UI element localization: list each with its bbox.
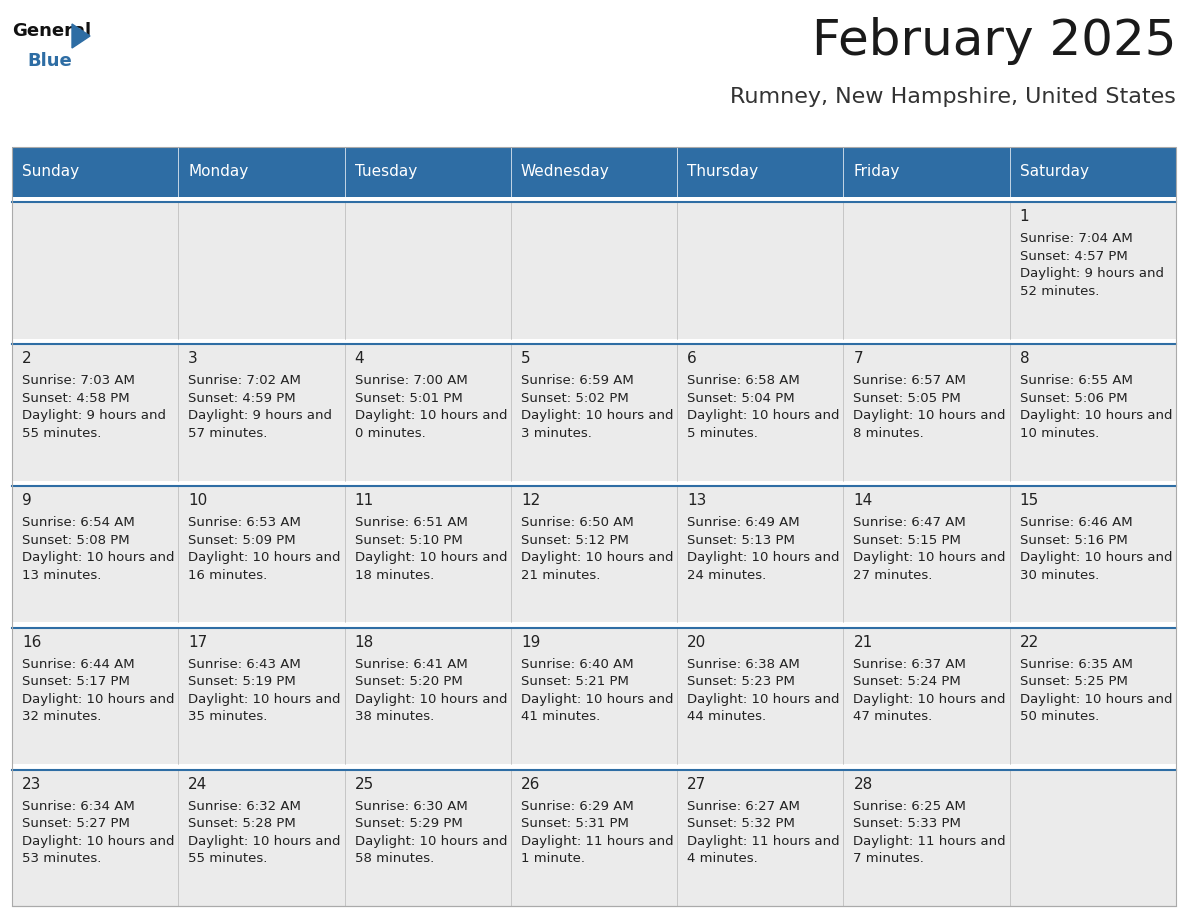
Text: Sunrise: 7:04 AM
Sunset: 4:57 PM
Daylight: 9 hours and
52 minutes.: Sunrise: 7:04 AM Sunset: 4:57 PM Dayligh… — [1019, 232, 1164, 298]
Text: Sunrise: 6:58 AM
Sunset: 5:04 PM
Daylight: 10 hours and
5 minutes.: Sunrise: 6:58 AM Sunset: 5:04 PM Dayligh… — [687, 375, 840, 440]
Text: Sunrise: 6:53 AM
Sunset: 5:09 PM
Daylight: 10 hours and
16 minutes.: Sunrise: 6:53 AM Sunset: 5:09 PM Dayligh… — [188, 516, 341, 582]
Bar — [12, 628, 1176, 764]
Text: Sunrise: 6:59 AM
Sunset: 5:02 PM
Daylight: 10 hours and
3 minutes.: Sunrise: 6:59 AM Sunset: 5:02 PM Dayligh… — [520, 375, 674, 440]
Text: 1: 1 — [1019, 209, 1029, 225]
Text: 24: 24 — [188, 777, 208, 791]
Text: Sunrise: 6:30 AM
Sunset: 5:29 PM
Daylight: 10 hours and
58 minutes.: Sunrise: 6:30 AM Sunset: 5:29 PM Dayligh… — [354, 800, 507, 865]
Bar — [12, 769, 1176, 906]
Text: 5: 5 — [520, 352, 531, 366]
Text: Sunrise: 7:03 AM
Sunset: 4:58 PM
Daylight: 9 hours and
55 minutes.: Sunrise: 7:03 AM Sunset: 4:58 PM Dayligh… — [23, 375, 166, 440]
Text: Sunrise: 6:51 AM
Sunset: 5:10 PM
Daylight: 10 hours and
18 minutes.: Sunrise: 6:51 AM Sunset: 5:10 PM Dayligh… — [354, 516, 507, 582]
Text: 27: 27 — [687, 777, 707, 791]
Bar — [12, 344, 1176, 481]
Text: 20: 20 — [687, 635, 707, 650]
Text: Sunrise: 6:54 AM
Sunset: 5:08 PM
Daylight: 10 hours and
13 minutes.: Sunrise: 6:54 AM Sunset: 5:08 PM Dayligh… — [23, 516, 175, 582]
Text: Sunrise: 6:38 AM
Sunset: 5:23 PM
Daylight: 10 hours and
44 minutes.: Sunrise: 6:38 AM Sunset: 5:23 PM Dayligh… — [687, 658, 840, 723]
Text: 4: 4 — [354, 352, 365, 366]
Text: Sunrise: 6:50 AM
Sunset: 5:12 PM
Daylight: 10 hours and
21 minutes.: Sunrise: 6:50 AM Sunset: 5:12 PM Dayligh… — [520, 516, 674, 582]
Text: Sunrise: 7:02 AM
Sunset: 4:59 PM
Daylight: 9 hours and
57 minutes.: Sunrise: 7:02 AM Sunset: 4:59 PM Dayligh… — [188, 375, 333, 440]
Text: Sunrise: 6:25 AM
Sunset: 5:33 PM
Daylight: 11 hours and
7 minutes.: Sunrise: 6:25 AM Sunset: 5:33 PM Dayligh… — [853, 800, 1006, 865]
Text: 22: 22 — [1019, 635, 1040, 650]
Text: 8: 8 — [1019, 352, 1029, 366]
Text: Saturday: Saturday — [1019, 164, 1088, 180]
Bar — [511, 147, 677, 197]
Text: Sunrise: 6:32 AM
Sunset: 5:28 PM
Daylight: 10 hours and
55 minutes.: Sunrise: 6:32 AM Sunset: 5:28 PM Dayligh… — [188, 800, 341, 865]
Text: 19: 19 — [520, 635, 541, 650]
Text: Sunrise: 6:37 AM
Sunset: 5:24 PM
Daylight: 10 hours and
47 minutes.: Sunrise: 6:37 AM Sunset: 5:24 PM Dayligh… — [853, 658, 1006, 723]
Text: February 2025: February 2025 — [811, 17, 1176, 65]
Bar — [12, 487, 1176, 622]
Text: 3: 3 — [188, 352, 198, 366]
Bar — [12, 147, 1176, 906]
Polygon shape — [72, 24, 90, 48]
Text: Friday: Friday — [853, 164, 899, 180]
Text: 12: 12 — [520, 493, 541, 508]
Text: 14: 14 — [853, 493, 873, 508]
Text: 7: 7 — [853, 352, 862, 366]
Text: 6: 6 — [687, 352, 697, 366]
Bar — [677, 147, 843, 197]
Text: Sunrise: 6:27 AM
Sunset: 5:32 PM
Daylight: 11 hours and
4 minutes.: Sunrise: 6:27 AM Sunset: 5:32 PM Dayligh… — [687, 800, 840, 865]
Text: Sunrise: 6:43 AM
Sunset: 5:19 PM
Daylight: 10 hours and
35 minutes.: Sunrise: 6:43 AM Sunset: 5:19 PM Dayligh… — [188, 658, 341, 723]
Text: 11: 11 — [354, 493, 374, 508]
Text: Sunrise: 6:35 AM
Sunset: 5:25 PM
Daylight: 10 hours and
50 minutes.: Sunrise: 6:35 AM Sunset: 5:25 PM Dayligh… — [1019, 658, 1173, 723]
Text: Rumney, New Hampshire, United States: Rumney, New Hampshire, United States — [731, 87, 1176, 107]
Text: Sunrise: 6:47 AM
Sunset: 5:15 PM
Daylight: 10 hours and
27 minutes.: Sunrise: 6:47 AM Sunset: 5:15 PM Dayligh… — [853, 516, 1006, 582]
Text: Wednesday: Wednesday — [520, 164, 609, 180]
Text: 18: 18 — [354, 635, 374, 650]
Text: 21: 21 — [853, 635, 873, 650]
Text: 25: 25 — [354, 777, 374, 791]
Text: Sunrise: 6:40 AM
Sunset: 5:21 PM
Daylight: 10 hours and
41 minutes.: Sunrise: 6:40 AM Sunset: 5:21 PM Dayligh… — [520, 658, 674, 723]
Text: 16: 16 — [23, 635, 42, 650]
Text: Sunrise: 6:44 AM
Sunset: 5:17 PM
Daylight: 10 hours and
32 minutes.: Sunrise: 6:44 AM Sunset: 5:17 PM Dayligh… — [23, 658, 175, 723]
Bar — [345, 147, 511, 197]
Text: Sunrise: 6:41 AM
Sunset: 5:20 PM
Daylight: 10 hours and
38 minutes.: Sunrise: 6:41 AM Sunset: 5:20 PM Dayligh… — [354, 658, 507, 723]
Text: 2: 2 — [23, 352, 32, 366]
Text: Blue: Blue — [27, 52, 71, 70]
Text: General: General — [12, 22, 91, 40]
Text: 15: 15 — [1019, 493, 1040, 508]
Text: Sunrise: 6:57 AM
Sunset: 5:05 PM
Daylight: 10 hours and
8 minutes.: Sunrise: 6:57 AM Sunset: 5:05 PM Dayligh… — [853, 375, 1006, 440]
Bar — [12, 203, 1176, 339]
Text: 10: 10 — [188, 493, 208, 508]
Text: Sunrise: 6:49 AM
Sunset: 5:13 PM
Daylight: 10 hours and
24 minutes.: Sunrise: 6:49 AM Sunset: 5:13 PM Dayligh… — [687, 516, 840, 582]
Text: 9: 9 — [23, 493, 32, 508]
Text: Sunrise: 6:46 AM
Sunset: 5:16 PM
Daylight: 10 hours and
30 minutes.: Sunrise: 6:46 AM Sunset: 5:16 PM Dayligh… — [1019, 516, 1173, 582]
Text: Sunrise: 6:29 AM
Sunset: 5:31 PM
Daylight: 11 hours and
1 minute.: Sunrise: 6:29 AM Sunset: 5:31 PM Dayligh… — [520, 800, 674, 865]
Text: 28: 28 — [853, 777, 873, 791]
Text: 23: 23 — [23, 777, 42, 791]
Text: 17: 17 — [188, 635, 208, 650]
Bar — [843, 147, 1010, 197]
Bar — [1010, 147, 1176, 197]
Text: Sunrise: 7:00 AM
Sunset: 5:01 PM
Daylight: 10 hours and
0 minutes.: Sunrise: 7:00 AM Sunset: 5:01 PM Dayligh… — [354, 375, 507, 440]
Text: 13: 13 — [687, 493, 707, 508]
Text: Sunday: Sunday — [23, 164, 80, 180]
Text: Sunrise: 6:34 AM
Sunset: 5:27 PM
Daylight: 10 hours and
53 minutes.: Sunrise: 6:34 AM Sunset: 5:27 PM Dayligh… — [23, 800, 175, 865]
Text: Tuesday: Tuesday — [354, 164, 417, 180]
Text: 26: 26 — [520, 777, 541, 791]
Text: Thursday: Thursday — [687, 164, 758, 180]
Text: Sunrise: 6:55 AM
Sunset: 5:06 PM
Daylight: 10 hours and
10 minutes.: Sunrise: 6:55 AM Sunset: 5:06 PM Dayligh… — [1019, 375, 1173, 440]
Bar — [178, 147, 345, 197]
Bar — [12, 147, 178, 197]
Text: Monday: Monday — [188, 164, 248, 180]
